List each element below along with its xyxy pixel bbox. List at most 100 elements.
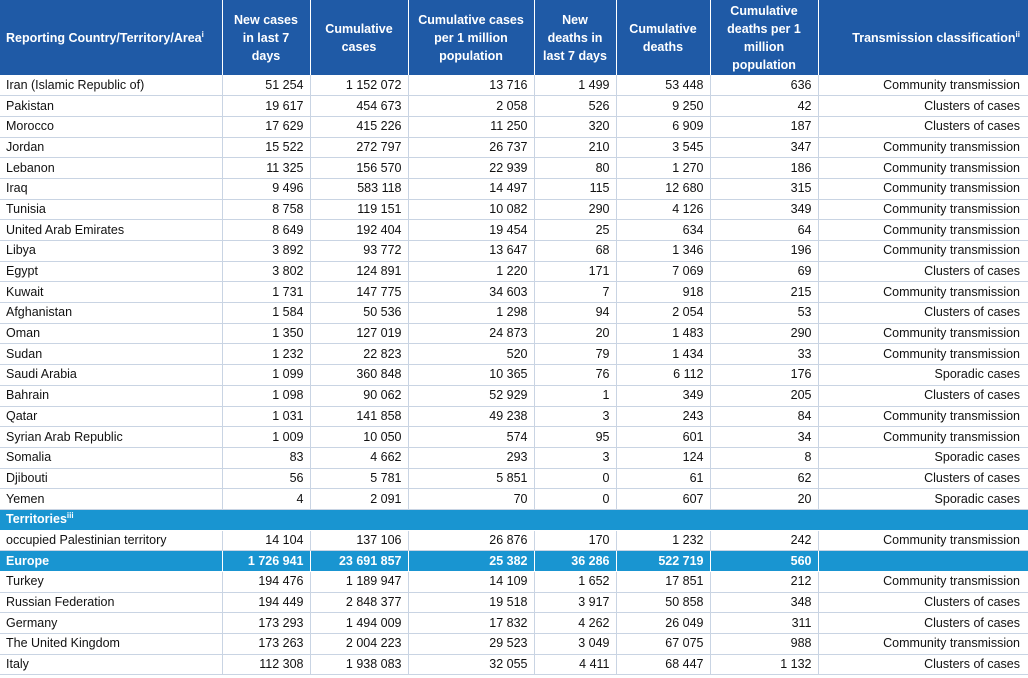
cell-cumulative-deaths: 1 270: [616, 157, 711, 179]
cell-country: Syrian Arab Republic: [0, 426, 223, 448]
cell-cumulative-cases: 2 848 377: [310, 592, 409, 614]
cell-transmission: Community transmission: [818, 426, 1028, 448]
cell-cumulative-cases: 22 823: [310, 343, 409, 366]
cell-new-cases: 1 009: [222, 426, 311, 448]
col-header-new-cases: New cases in last 7 days: [222, 0, 311, 75]
cell-cumulative-deaths: 918: [616, 281, 711, 304]
cell-transmission: [818, 550, 1028, 572]
cell-deaths-per-million: 196: [710, 240, 819, 262]
cell-new-deaths: 36 286: [534, 550, 617, 572]
cell-new-deaths: 1 499: [534, 75, 617, 97]
cell-transmission: Clusters of cases: [818, 468, 1028, 490]
cell-cumulative-cases: 1 189 947: [310, 571, 409, 593]
cell-new-cases: 11 325: [222, 157, 311, 179]
cell-cumulative-deaths: 50 858: [616, 592, 711, 614]
table-body: Iran (Islamic Republic of) 51 254 1 152 07…: [0, 75, 1028, 676]
cell-cumulative-deaths: 1 483: [616, 323, 711, 345]
cell-new-cases: 1 232: [222, 343, 311, 366]
table-row: Yemen 4 2 091 70 0 607 20 Sporadic cases: [0, 488, 1028, 510]
cell-country: The United Kingdom: [0, 633, 223, 655]
cell-new-deaths: 526: [534, 95, 617, 117]
cell-new-cases: 8 649: [222, 219, 311, 241]
section-label-text: Territories: [6, 512, 67, 527]
cell-cumulative-cases: 272 797: [310, 137, 409, 159]
cell-transmission: Community transmission: [818, 571, 1028, 593]
cell-cumulative-deaths: 607: [616, 488, 711, 510]
cell-country: Morocco: [0, 116, 223, 138]
cell-deaths-per-million: 33: [710, 343, 819, 366]
cell-cases-per-million: 14 109: [408, 571, 535, 593]
cell-transmission: Clusters of cases: [818, 95, 1028, 117]
cell-cumulative-deaths: 2 054: [616, 302, 711, 324]
cell-cumulative-deaths: 6 112: [616, 364, 711, 386]
cell-deaths-per-million: 988: [710, 633, 819, 655]
cell-cumulative-cases: 5 781: [310, 468, 409, 490]
table-row: Russian Federation 194 449 2 848 377 19 518…: [0, 592, 1028, 614]
cell-cumulative-cases: 137 106: [310, 530, 409, 552]
cell-new-cases: 9 496: [222, 178, 311, 200]
cell-transmission: Clusters of cases: [818, 302, 1028, 324]
table-row: Libya 3 892 93 772 13 647 68 1 346 196 Communit…: [0, 240, 1028, 262]
col-header-deaths-per-million: Cumulative deaths per 1 million populati…: [710, 0, 819, 75]
cell-cumulative-deaths: 3 545: [616, 137, 711, 159]
cell-country: Saudi Arabia: [0, 364, 223, 386]
cell-country: Libya: [0, 240, 223, 262]
cell-cumulative-cases: 147 775: [310, 281, 409, 304]
cell-cumulative-deaths: 17 851: [616, 571, 711, 593]
cell-country: Djibouti: [0, 468, 223, 490]
cell-cumulative-cases: 90 062: [310, 385, 409, 407]
cell-cumulative-cases: 192 404: [310, 219, 409, 241]
cell-deaths-per-million: 290: [710, 323, 819, 345]
cell-transmission: Community transmission: [818, 137, 1028, 159]
cell-country: Qatar: [0, 406, 223, 428]
cell-cases-per-million: 10 082: [408, 199, 535, 221]
cell-deaths-per-million: 42: [710, 95, 819, 117]
cell-new-deaths: 79: [534, 343, 617, 366]
cell-new-deaths: 1 652: [534, 571, 617, 593]
cell-transmission: Community transmission: [818, 157, 1028, 179]
cell-cumulative-cases: 23 691 857: [310, 550, 409, 572]
cell-country: Jordan: [0, 137, 223, 159]
cell-cumulative-deaths: 67 075: [616, 633, 711, 655]
cell-cases-per-million: 26 876: [408, 530, 535, 552]
cell-cumulative-cases: 141 858: [310, 406, 409, 428]
cell-cumulative-deaths: 1 232: [616, 530, 711, 552]
cell-deaths-per-million: 64: [710, 219, 819, 241]
cell-cumulative-deaths: 53 448: [616, 75, 711, 97]
cell-new-cases: 1 350: [222, 323, 311, 345]
cell-transmission: Community transmission: [818, 75, 1028, 97]
cell-transmission: Clusters of cases: [818, 261, 1028, 283]
cell-cumulative-deaths: 349: [616, 385, 711, 407]
cell-country: occupied Palestinian territory: [0, 530, 223, 552]
cell-cumulative-deaths: 1 346: [616, 240, 711, 262]
cell-new-deaths: 210: [534, 137, 617, 159]
cell-transmission: Clusters of cases: [818, 116, 1028, 138]
cell-new-deaths: 171: [534, 261, 617, 283]
cell-cases-per-million: 574: [408, 426, 535, 448]
table-row: Egypt 3 802 124 891 1 220 171 7 069 69 Clusters…: [0, 261, 1028, 283]
cell-new-deaths: 320: [534, 116, 617, 138]
col-header-transmission: Transmission classificationii: [818, 0, 1028, 75]
cell-cases-per-million: 29 523: [408, 633, 535, 655]
col-header-cumulative-cases: Cumulative cases: [310, 0, 409, 75]
cell-cumulative-cases: 1 152 072: [310, 75, 409, 97]
col-header-cases-per-million: Cumulative cases per 1 million populatio…: [408, 0, 535, 75]
table-row: Tunisia 8 758 119 151 10 082 290 4 126 349 Comm…: [0, 199, 1028, 221]
cell-deaths-per-million: 347: [710, 137, 819, 159]
cell-deaths-per-million: 187: [710, 116, 819, 138]
cell-cumulative-deaths: 4 126: [616, 199, 711, 221]
cell-cases-per-million: 10 365: [408, 364, 535, 386]
cell-cases-per-million: 32 055: [408, 654, 535, 676]
cell-deaths-per-million: 53: [710, 302, 819, 324]
cell-new-deaths: 80: [534, 157, 617, 179]
table-row: Bahrain 1 098 90 062 52 929 1 349 205 Clusters …: [0, 385, 1028, 407]
cell-transmission: Clusters of cases: [818, 654, 1028, 676]
cell-country: Russian Federation: [0, 592, 223, 614]
table-row: Somalia 83 4 662 293 3 124 8 Sporadic cases: [0, 447, 1028, 469]
region-total-row: Europe 1 726 941 23 691 857 25 382 36 286 522…: [0, 550, 1028, 572]
cell-country: Egypt: [0, 261, 223, 283]
table-row: Italy 112 308 1 938 083 32 055 4 411 68 447 1 …: [0, 654, 1028, 676]
table-row: Morocco 17 629 415 226 11 250 320 6 909 187 Clu…: [0, 116, 1028, 138]
cell-new-deaths: 1: [534, 385, 617, 407]
cell-deaths-per-million: 215: [710, 281, 819, 304]
